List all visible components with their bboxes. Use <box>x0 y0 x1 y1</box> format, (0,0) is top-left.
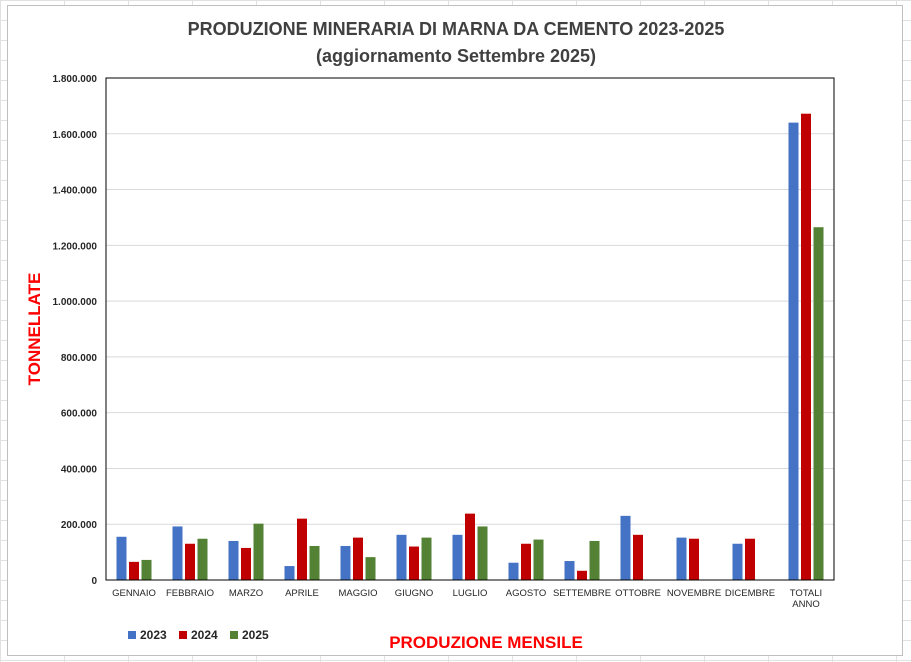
x-tick-label: APRILE <box>285 588 319 599</box>
bar-2023 <box>396 534 407 580</box>
x-tick-label: GENNAIO <box>112 588 156 599</box>
bar-2024 <box>745 538 755 580</box>
y-tick-label: 200.000 <box>61 520 98 531</box>
bar-2023 <box>452 534 463 580</box>
y-tick-label: 1.600.000 <box>53 130 98 141</box>
x-tick-label: MAGGIO <box>338 588 377 599</box>
y-axis-title: TONNELLATE <box>25 273 44 386</box>
legend-label-2025: 2025 <box>242 628 269 642</box>
bar-2025 <box>533 539 544 580</box>
x-tick-label: TOTALI <box>790 588 822 599</box>
x-tick-label: SETTEMBRE <box>553 588 611 599</box>
y-tick-label: 1.000.000 <box>53 297 98 308</box>
bar-2025 <box>141 559 152 580</box>
plot-area-border <box>105 77 835 581</box>
bar-2024 <box>241 547 251 580</box>
bar-2023 <box>508 562 519 580</box>
y-tick-label: 0 <box>91 576 97 587</box>
x-tick-label: ANNO <box>792 599 819 610</box>
y-tick-label: 1.800.000 <box>53 74 98 85</box>
y-tick-label: 1.400.000 <box>53 186 98 197</box>
y-tick-label: 800.000 <box>61 353 98 364</box>
gridlines <box>106 77 834 525</box>
x-tick-label: MARZO <box>229 588 263 599</box>
x-tick-label: AGOSTO <box>506 588 546 599</box>
x-tick-label: FEBBRAIO <box>166 588 214 599</box>
bar-2025 <box>421 537 432 580</box>
bar-2025 <box>365 557 376 580</box>
bar-2023 <box>788 122 799 580</box>
x-tick-label: NOVEMBRE <box>667 588 721 599</box>
x-tick-label: OTTOBRE <box>615 588 661 599</box>
bar-2025 <box>813 227 824 580</box>
bars <box>116 113 824 580</box>
bar-2024 <box>297 518 307 580</box>
bar-2025 <box>253 523 264 580</box>
bar-2024 <box>353 537 363 580</box>
x-axis-title: PRODUZIONE MENSILE <box>389 633 583 652</box>
bar-2025 <box>477 526 488 580</box>
bar-2024 <box>465 513 475 580</box>
bar-2024 <box>577 570 587 580</box>
x-tick-label: LUGLIO <box>453 588 488 599</box>
y-tick-label: 600.000 <box>61 409 98 420</box>
bar-2023 <box>172 526 183 580</box>
bar-2025 <box>589 540 600 580</box>
legend-label-2024: 2024 <box>191 628 218 642</box>
bar-2024 <box>633 534 643 580</box>
y-tick-label: 400.000 <box>61 464 98 475</box>
y-tick-labels: 0 200.000 400.000 600.000 800.000 1.000.000 1.… <box>53 74 98 587</box>
bar-2023 <box>340 545 351 580</box>
legend-swatch-2023 <box>128 631 136 639</box>
legend-swatch-2025 <box>230 631 238 639</box>
bar-2024 <box>801 113 811 580</box>
bar-2023 <box>284 566 295 580</box>
bar-2024 <box>521 543 531 580</box>
chart-title: PRODUZIONE MINERARIA DI MARNA DA CEMENTO… <box>188 19 725 39</box>
bar-2023 <box>732 543 743 580</box>
bar-2024 <box>409 546 419 580</box>
legend-label-2023: 2023 <box>140 628 167 642</box>
x-tick-label: DICEMBRE <box>725 588 775 599</box>
bar-2024 <box>129 561 139 580</box>
legend: 2023 2024 2025 <box>128 628 269 642</box>
bar-2023 <box>564 561 575 580</box>
bar-2023 <box>620 515 631 580</box>
bar-2023 <box>228 540 239 580</box>
x-tick-label: GIUGNO <box>395 588 434 599</box>
bar-2023 <box>676 537 687 580</box>
bar-2025 <box>197 538 208 580</box>
bar-2024 <box>185 543 195 580</box>
x-tick-labels: GENNAIO FEBBRAIO MARZO APRILE MAGGIO GIUGNO LU… <box>112 588 822 610</box>
bar-2025 <box>309 545 320 580</box>
bar-2024 <box>689 538 699 580</box>
bar-2023 <box>116 536 127 580</box>
y-tick-label: 1.200.000 <box>53 241 98 252</box>
chart-subtitle: (aggiornamento Settembre 2025) <box>316 46 596 66</box>
legend-swatch-2024 <box>179 631 187 639</box>
